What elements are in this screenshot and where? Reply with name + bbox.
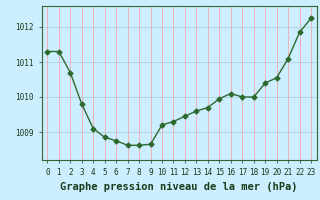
X-axis label: Graphe pression niveau de la mer (hPa): Graphe pression niveau de la mer (hPa)	[60, 182, 298, 192]
